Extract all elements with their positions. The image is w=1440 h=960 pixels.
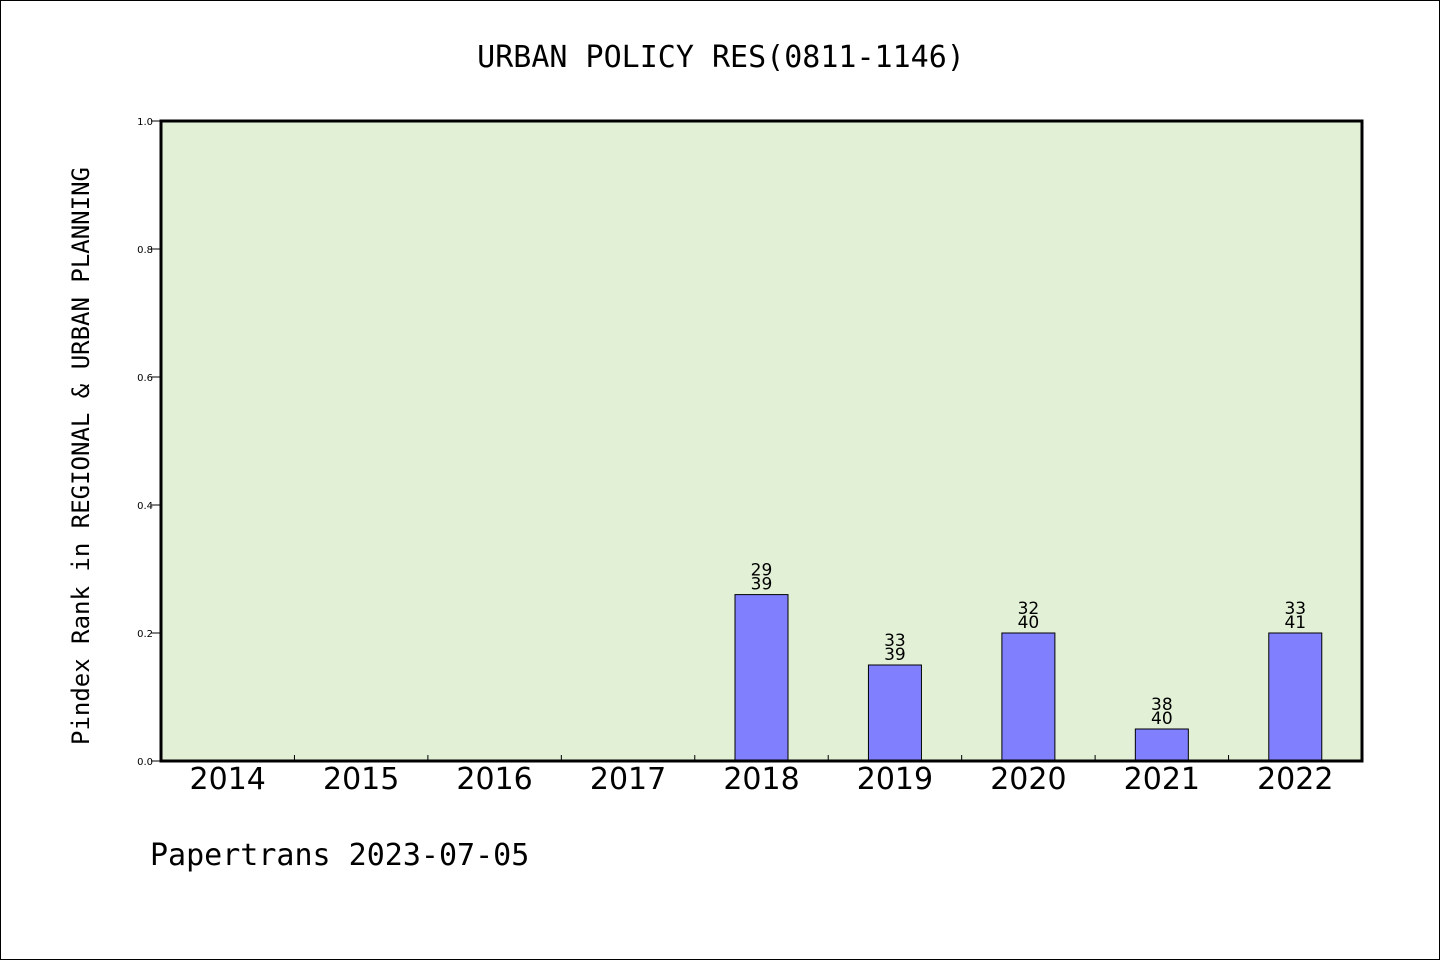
chart-title: URBAN POLICY RES(0811-1146): [477, 40, 965, 75]
plot-border: [159, 119, 1364, 763]
bar-label-top: 33: [1284, 599, 1306, 619]
bar-label-bottom: 39: [751, 575, 773, 595]
bar-2021: [1134, 728, 1189, 762]
plot-area: 0.0 0.2 0.4 0.6 0.8 1.0 2014 2015 2016 2017 2018 20…: [137, 117, 1364, 797]
bar-label-top: 33: [884, 631, 906, 651]
bar-2018: [734, 594, 789, 762]
x-tick-label: 2019: [857, 762, 933, 797]
bar-label-bottom: 40: [1018, 613, 1040, 633]
bar-label-top: 29: [751, 561, 773, 581]
x-tick-label: 2015: [323, 762, 399, 797]
bar-label-bottom: 40: [1151, 709, 1173, 729]
y-tick-label: 0.6: [137, 373, 153, 384]
y-tick-label: 0.0: [137, 757, 153, 768]
y-axis-label: Pindex Rank in REGIONAL & URBAN PLANNING: [67, 167, 95, 745]
bar-label-bottom: 41: [1284, 613, 1306, 633]
bar-label-bottom: 39: [884, 645, 906, 665]
bar-2020: [1001, 632, 1056, 762]
x-tick-label: 2017: [590, 762, 666, 797]
y-tick-label: 0.8: [137, 245, 153, 256]
x-tick-label: 2021: [1124, 762, 1200, 797]
y-tick-label: 0.4: [137, 501, 153, 512]
bar-label-top: 32: [1018, 599, 1040, 619]
footer-credit: Papertrans 2023-07-05: [150, 838, 529, 873]
x-tick-label: 2016: [456, 762, 532, 797]
x-tick-label: 2022: [1257, 762, 1333, 797]
bar-2019: [867, 664, 922, 762]
x-tick-label: 2014: [190, 762, 266, 797]
bar-label-top: 38: [1151, 695, 1173, 715]
x-tick-label: 2018: [723, 762, 799, 797]
x-tick-label: 2020: [990, 762, 1066, 797]
bar-2022: [1268, 632, 1323, 762]
y-tick-label: 1.0: [137, 117, 153, 128]
y-tick-label: 0.2: [137, 629, 153, 640]
